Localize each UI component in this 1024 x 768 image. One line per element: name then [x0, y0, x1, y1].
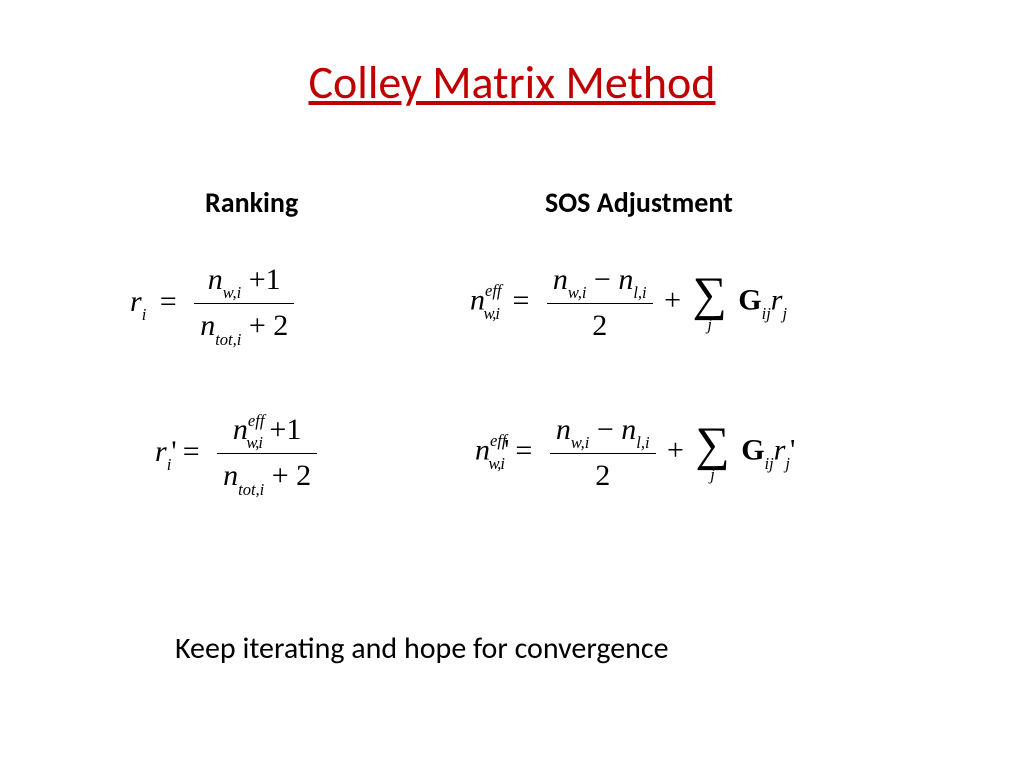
sub-wi: w,i [484, 304, 500, 323]
equals-icon: = [183, 435, 200, 468]
prime: ' [790, 434, 795, 467]
var-G: G [741, 434, 764, 467]
subhead-sos: SOS Adjustment [545, 185, 733, 220]
plus-one: +1 [269, 413, 301, 446]
equals-icon: = [515, 434, 532, 467]
sum-operator: ∑ j [693, 271, 727, 334]
plus-icon: + [664, 284, 681, 317]
formula-sos-2: neffw,i'= nw,i − nl,i 2 + ∑ j Gijrj' [475, 410, 795, 495]
sub-li: l,i [633, 283, 646, 302]
den-two: 2 [547, 304, 653, 345]
sub-wi: w,i [246, 433, 262, 452]
sub-ij: ij [765, 454, 774, 473]
var-n: n [208, 263, 223, 296]
var-n: n [470, 284, 485, 317]
sub-i: i [167, 455, 172, 474]
var-n: n [475, 434, 490, 467]
sub-j: j [785, 454, 790, 473]
sigma-icon: ∑ [693, 271, 727, 319]
var-n: n [200, 309, 215, 342]
sub-toti: tot,i [238, 480, 264, 499]
var-n: n [556, 413, 571, 446]
var-n: n [223, 459, 238, 492]
var-n: n [621, 413, 636, 446]
var-n: n [553, 263, 568, 296]
var-r: r [155, 435, 167, 468]
sup-eff: eff [490, 431, 507, 450]
sub-wi: w,i [223, 283, 242, 302]
den-two: 2 [550, 454, 656, 495]
var-n: n [618, 263, 633, 296]
sigma-icon: ∑ [695, 421, 729, 469]
sub-wi: w,i [571, 433, 590, 452]
sub-toti: tot,i [215, 330, 241, 349]
slide: Colley Matrix Method Ranking SOS Adjustm… [0, 0, 1024, 768]
equals-icon: = [513, 284, 530, 317]
var-r: r [771, 284, 783, 317]
fraction: nw,i − nl,i 2 [547, 260, 653, 345]
fraction: nw,i − nl,i 2 [550, 410, 656, 495]
equals-icon: = [160, 285, 177, 318]
sub-li: l,i [636, 433, 649, 452]
sub-ij: ij [762, 304, 771, 323]
prime: ' [171, 435, 176, 468]
sup-eff: eff [248, 411, 265, 430]
sub-wi: w,i [568, 283, 587, 302]
minus-icon: − [594, 263, 611, 296]
sup-eff: eff [485, 281, 502, 300]
var-G: G [738, 284, 761, 317]
subhead-ranking: Ranking [205, 185, 298, 220]
footer-text: Keep iterating and hope for convergence [175, 630, 669, 667]
sum-operator: ∑ j [695, 421, 729, 484]
formula-ranking-2: ri'= neffw,i +1 ntot,i + 2 [155, 410, 321, 498]
var-r: r [130, 285, 142, 318]
plus-icon: + [667, 434, 684, 467]
sub-j: j [782, 304, 787, 323]
plus-two: + 2 [249, 309, 288, 342]
fraction: neffw,i +1 ntot,i + 2 [217, 410, 317, 498]
var-r: r [774, 434, 786, 467]
minus-icon: − [597, 413, 614, 446]
sub-wi: w,i [489, 454, 505, 473]
plus-one: +1 [249, 263, 281, 296]
fraction: nw,i +1 ntot,i + 2 [194, 260, 294, 348]
plus-two: + 2 [272, 459, 311, 492]
sub-i: i [142, 305, 147, 324]
formula-sos-1: neffw,i = nw,i − nl,i 2 + ∑ j Gijrj [470, 260, 787, 345]
slide-title: Colley Matrix Method [0, 55, 1024, 111]
formula-ranking-1: ri = nw,i +1 ntot,i + 2 [130, 260, 298, 348]
